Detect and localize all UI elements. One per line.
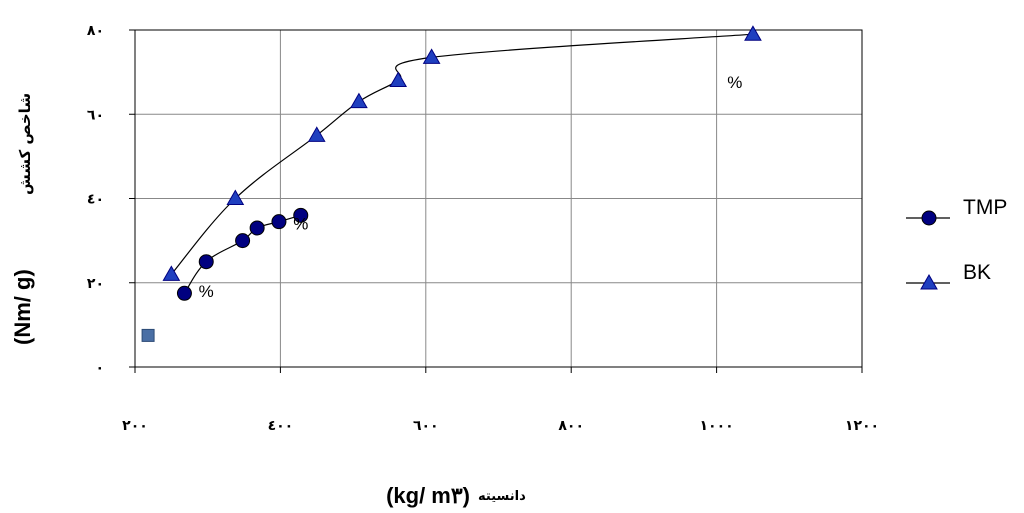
y-axis-title: شاخص کشش (Nm/ g) (10, 93, 35, 345)
y-axis-ticks: ۰ ۲۰ ٤۰ ٦۰ ۸۰ (87, 23, 135, 376)
annotations: %%% (199, 73, 743, 301)
data-point-bk-4 (389, 71, 408, 88)
legend-marker-tmp (921, 210, 937, 226)
data-point-bk-6 (744, 25, 762, 41)
annotation-2: % (727, 73, 742, 92)
y-axis-title-persian: شاخص کشش (16, 93, 34, 195)
annotation-1: % (199, 282, 214, 301)
x-tick-label-0: ۲۰۰ (122, 418, 148, 434)
annotation-0: % (293, 214, 308, 233)
data-point-tmp-3 (249, 220, 265, 236)
x-tick-label-5: ۱۲۰۰ (845, 418, 879, 434)
grid (135, 30, 862, 367)
x-tick-label-4: ۱۰۰۰ (700, 418, 734, 434)
data-point-bk-1 (226, 189, 245, 205)
data-point-bk-3 (350, 92, 368, 109)
legend-item-bk: BK (906, 261, 991, 290)
x-tick-label-2: ٦۰۰ (413, 418, 439, 434)
data-point-bk-0 (162, 265, 181, 281)
data-point-tmp-5 (293, 207, 309, 223)
legend: TMP BK (906, 196, 1007, 290)
legend-marker-bk (920, 273, 938, 290)
data-point-tmp-2 (235, 233, 251, 249)
series-bk (162, 25, 762, 281)
series-line-bk (170, 33, 753, 275)
y-tick-label-3: ٦۰ (87, 107, 104, 123)
series (141, 25, 762, 342)
data-point-extra-0 (141, 328, 155, 342)
data-point-bk-5 (422, 48, 441, 64)
y-tick-label-1: ۲۰ (87, 276, 104, 292)
x-axis-ticks: ۲۰۰ ٤۰۰ ٦۰۰ ۸۰۰ ۱۰۰۰ ۱۲۰۰ (122, 367, 879, 434)
data-point-bk-2 (307, 126, 326, 142)
data-point-tmp-1 (198, 254, 214, 270)
x-tick-label-1: ٤۰۰ (268, 418, 294, 434)
y-tick-label-2: ٤۰ (87, 192, 104, 208)
data-point-tmp-4 (271, 214, 287, 230)
data-point-tmp-0 (176, 285, 192, 301)
x-axis-title: (kg/ m۳) دانسیته (386, 483, 526, 508)
x-axis-title-persian: دانسیته (478, 489, 526, 504)
y-tick-label-4: ۸۰ (87, 23, 104, 39)
legend-label-bk: BK (963, 261, 991, 284)
legend-item-tmp: TMP (906, 196, 1007, 226)
legend-label-tmp: TMP (963, 196, 1007, 219)
x-tick-label-3: ۸۰۰ (558, 418, 584, 434)
y-tick-label-0: ۰ (95, 360, 104, 376)
series-tmp (176, 207, 309, 301)
y-axis-title-latin: (Nm/ g) (10, 269, 35, 345)
x-axis-title-latin: (kg/ m۳) (386, 483, 470, 508)
